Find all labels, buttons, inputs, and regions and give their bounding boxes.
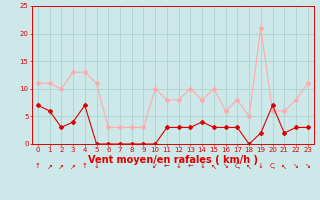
X-axis label: Vent moyen/en rafales ( km/h ): Vent moyen/en rafales ( km/h ) — [88, 155, 258, 165]
